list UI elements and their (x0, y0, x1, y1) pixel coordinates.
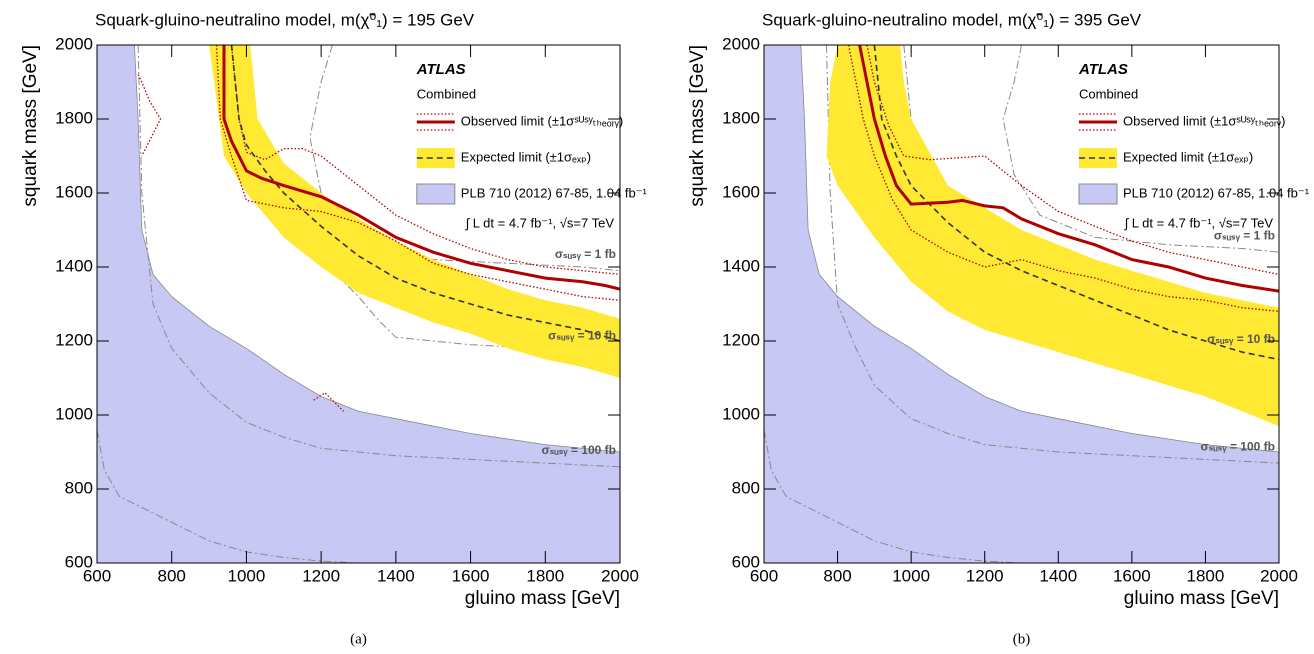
y-tick-label: 600 (65, 552, 93, 571)
chart-panel: σₛᵤₛᵧ = 1 fb σₛᵤₛᵧ = 10 fb σₛᵤₛᵧ = 100 fb 6… (20, 10, 648, 647)
y-tick-label: 1800 (722, 108, 760, 127)
legend-label: PLB 710 (2012) 67-85, 1.04 fb⁻¹ (1123, 185, 1310, 200)
frame (96, 44, 621, 564)
x-axis-label: gluino mass [GeV] (465, 588, 620, 609)
y-tick-label: 1800 (55, 108, 93, 127)
limit-line (137, 74, 345, 412)
region (97, 45, 620, 563)
x-tick-label: 800 (158, 566, 186, 585)
contour-label: σₛᵤₛᵧ = 10 fb (1207, 332, 1275, 346)
y-tick-label: 800 (65, 478, 93, 497)
x-tick-label: 1600 (1113, 566, 1151, 585)
limit-line (858, 45, 1279, 293)
experiment: ATLAS (416, 61, 466, 78)
contour-label: σₛᵤₛᵧ = 100 fb (542, 443, 617, 457)
y-tick-label: 1200 (722, 330, 760, 349)
legend-swatch (416, 183, 456, 205)
x-tick-label: 1600 (452, 566, 490, 585)
x-tick-label: 1200 (302, 566, 340, 585)
legend-label: PLB 710 (2012) 67-85, 1.04 fb⁻¹ (461, 185, 648, 200)
limit-line (847, 45, 1279, 313)
x-tick-label: 1800 (1187, 566, 1225, 585)
legend-swatch (416, 148, 455, 168)
chart-panel: σₛᵤₛᵧ = 1 fb σₛᵤₛᵧ = 10 fb σₛᵤₛᵧ = 100 fb 6… (687, 10, 1310, 647)
x-tick-label: 2000 (601, 566, 639, 585)
region (209, 45, 620, 378)
contour-label: σₛᵤₛᵧ = 1 fb (1214, 228, 1275, 242)
y-tick-label: 2000 (55, 34, 93, 53)
region (764, 45, 1279, 563)
limit-line (230, 45, 620, 276)
y-tick-label: 1400 (722, 256, 760, 275)
y-tick-label: 1200 (55, 330, 93, 349)
limit-line (137, 45, 620, 468)
note: Combined (1079, 86, 1138, 101)
x-tick-label: 1200 (966, 566, 1004, 585)
y-axis-label: squark mass [GeV] (687, 45, 708, 207)
luminosity: ∫ L dt = 4.7 fb⁻¹, √s=7 TeV (465, 215, 615, 230)
limit-line (222, 45, 620, 291)
x-tick-label: 1400 (377, 566, 415, 585)
limit-line (215, 45, 620, 301)
limit-line (826, 45, 1279, 464)
y-tick-label: 1400 (55, 256, 93, 275)
experiment: ATLAS (1078, 61, 1128, 78)
contour-label: σₛᵤₛᵧ = 100 fb (1201, 439, 1276, 453)
y-tick-label: 600 (732, 552, 760, 571)
frame (763, 44, 1280, 564)
y-tick-label: 1000 (722, 404, 760, 423)
y-tick-label: 1600 (55, 182, 93, 201)
limit-line (230, 45, 620, 342)
limit-line (764, 429, 1022, 563)
legend-label: Expected limit (±1σₑₓₚ) (1123, 149, 1253, 164)
y-tick-label: 2000 (722, 34, 760, 53)
x-tick-label: 1000 (892, 566, 930, 585)
chart-title: Squark-gluino-neutralino model, m(χ̃⁰₁) … (95, 10, 475, 29)
plot-area (764, 45, 1279, 563)
contour-label: σₛᵤₛᵧ = 1 fb (555, 247, 616, 261)
caption: (b) (1013, 631, 1031, 647)
legend-label: Expected limit (±1σₑₓₚ) (461, 149, 591, 164)
x-tick-label: 600 (750, 566, 778, 585)
y-tick-label: 800 (732, 478, 760, 497)
luminosity: ∫ L dt = 4.7 fb⁻¹, √s=7 TeV (1124, 215, 1274, 230)
chart-title: Squark-gluino-neutralino model, m(χ̃⁰₁) … (762, 10, 1142, 29)
x-tick-label: 600 (83, 566, 111, 585)
x-tick-label: 1800 (526, 566, 564, 585)
legend-label: Observed limit (±1σˢᵁˢʸₜₕₑₒᵣᵧ) (1123, 113, 1285, 128)
x-tick-label: 1000 (228, 566, 266, 585)
y-tick-label: 1600 (722, 182, 760, 201)
caption: (a) (350, 631, 367, 647)
y-axis-label: squark mass [GeV] (20, 45, 41, 207)
contour-label: σₛᵤₛᵧ = 10 fb (548, 328, 616, 342)
legend-label: Observed limit (±1σˢᵁˢʸₜₕₑₒᵣᵧ) (461, 113, 623, 128)
legend-swatch (1079, 148, 1117, 168)
x-axis-label: gluino mass [GeV] (1124, 588, 1279, 609)
plot-area (97, 45, 620, 563)
region (826, 45, 1279, 427)
limit-line (97, 429, 359, 563)
legend-swatch (1078, 183, 1118, 205)
y-tick-label: 1000 (55, 404, 93, 423)
note: Combined (417, 86, 476, 101)
x-tick-label: 800 (823, 566, 851, 585)
x-tick-label: 2000 (1260, 566, 1298, 585)
limit-line (1002, 45, 1279, 253)
x-tick-label: 1400 (1039, 566, 1077, 585)
